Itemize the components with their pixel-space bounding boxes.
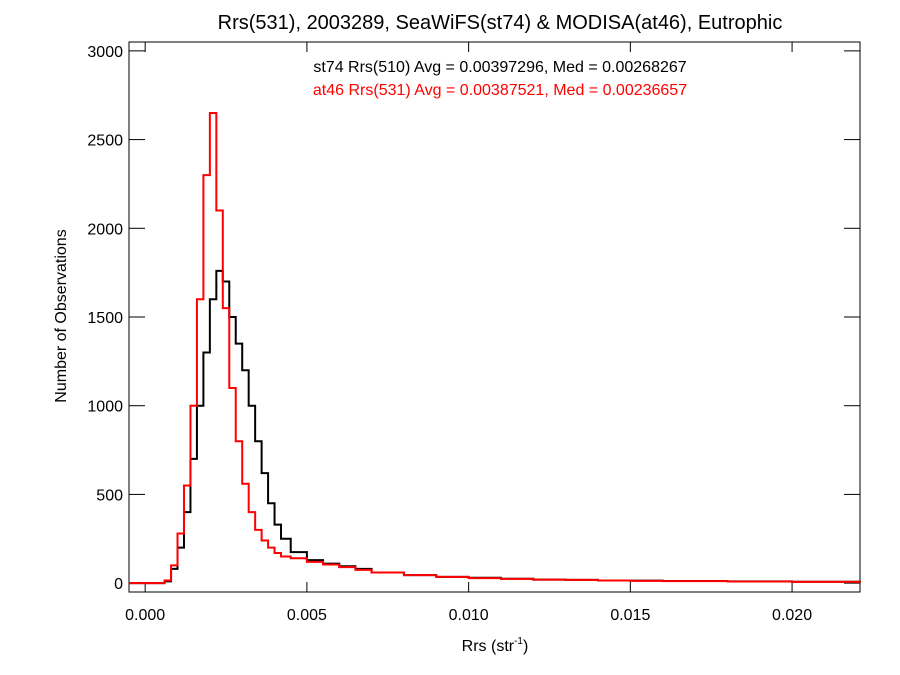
annotation-at46: at46 Rrs(531) Avg = 0.00387521, Med = 0.… bbox=[313, 82, 687, 99]
series-line-at46 bbox=[129, 111, 861, 585]
x-axis-label-suffix: ) bbox=[523, 638, 528, 655]
y-tick-label: 2500 bbox=[87, 133, 123, 150]
x-tick-label: 0.015 bbox=[610, 607, 650, 624]
y-tick-label: 1500 bbox=[87, 310, 123, 327]
x-axis-label-text: Rrs (str bbox=[462, 638, 515, 655]
chart-title: Rrs(531), 2003289, SeaWiFS(st74) & MODIS… bbox=[218, 12, 783, 34]
annotation-st74: st74 Rrs(510) Avg = 0.00397296, Med = 0.… bbox=[313, 59, 686, 76]
x-tick-label: 0.020 bbox=[772, 607, 812, 624]
series-line-st74 bbox=[129, 269, 861, 585]
plot-frame bbox=[128, 41, 861, 593]
y-tick-label: 3000 bbox=[87, 44, 123, 61]
y-tick-label: 0 bbox=[114, 576, 123, 593]
y-axis-label: Number of Observations bbox=[53, 229, 70, 402]
y-tick-label: 2000 bbox=[87, 221, 123, 238]
x-axis-label-superscript: -1 bbox=[514, 636, 523, 647]
x-tick-label: 0.010 bbox=[449, 607, 489, 624]
y-tick-label: 1000 bbox=[87, 399, 123, 416]
x-tick-label: 0.000 bbox=[125, 607, 165, 624]
x-tick-label: 0.005 bbox=[287, 607, 327, 624]
y-tick-label: 500 bbox=[96, 487, 123, 504]
x-axis-label: Rrs (str-1) bbox=[462, 636, 529, 655]
